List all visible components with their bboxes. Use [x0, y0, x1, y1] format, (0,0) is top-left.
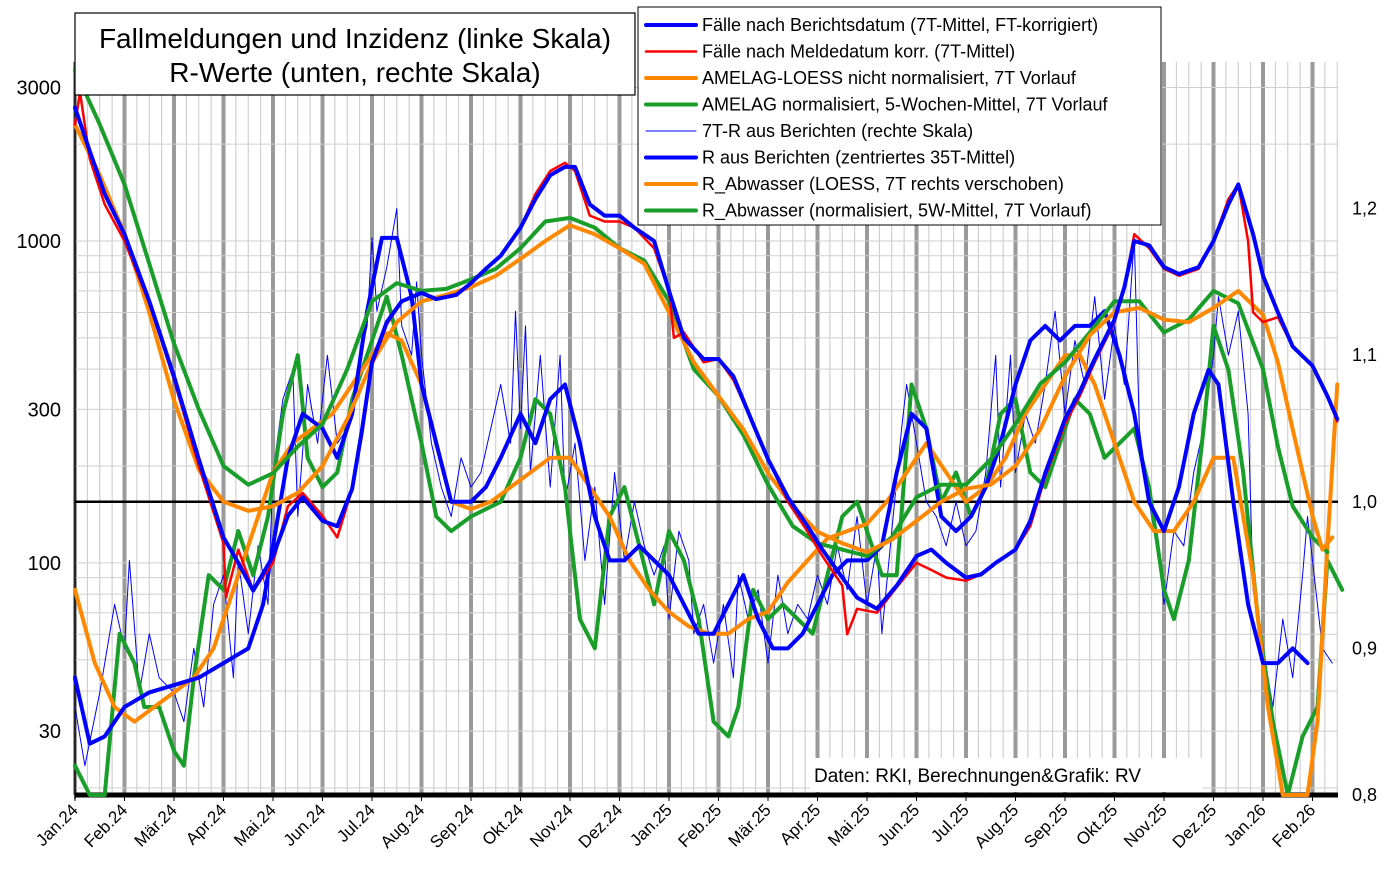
x-tick-label: Feb.24 [80, 800, 131, 851]
x-tick-label: Jan.26 [1220, 800, 1270, 850]
y-left-tick-label: 30 [39, 721, 61, 743]
x-tick-label: Sep.25 [1020, 800, 1072, 852]
chart-title-line-1: Fallmeldungen und Inzidenz (linke Skala) [99, 23, 611, 54]
y-right-tick-label: 0,9 [1352, 638, 1377, 658]
x-tick-label: Dez.24 [575, 800, 627, 852]
x-tick-label: Jul.25 [927, 800, 973, 846]
y-left-tick-label: 1000 [17, 231, 62, 253]
x-tick-label: Okt.24 [478, 800, 527, 849]
y-right-tick-label: 1,1 [1352, 345, 1377, 365]
legend-label-6: R aus Berichten (zentriertes 35T-Mittel) [702, 148, 1015, 168]
source-note: Daten: RKI, Berechnungen&Grafik: RV [810, 758, 1202, 792]
x-tick-label: Dez.25 [1169, 800, 1221, 852]
x-tick-label: Sep.24 [426, 800, 478, 852]
x-tick-label: Jan.24 [32, 800, 82, 850]
y-right-tick-label: 0,8 [1352, 785, 1377, 805]
x-tick-label: Nov.24 [526, 800, 577, 851]
x-tick-label: Aug.25 [971, 800, 1023, 852]
legend-label-4: AMELAG normalisiert, 5-Wochen-Mittel, 7T… [702, 95, 1108, 115]
series-line-3 [73, 122, 1335, 555]
legend-label-3: AMELAG-LOESS nicht normalisiert, 7T Vorl… [702, 68, 1077, 88]
x-tick-label: Feb.25 [674, 800, 725, 851]
y-left-tick-label: 300 [28, 399, 61, 421]
x-tick-label: Mai.25 [824, 800, 874, 850]
y-left-tick-label: 100 [28, 553, 61, 575]
x-tick-label: Mär.25 [725, 800, 775, 850]
legend-label-2: Fälle nach Meldedatum korr. (7T-Mittel) [702, 42, 1015, 62]
chart-title-box: Fallmeldungen und Inzidenz (linke Skala)… [74, 12, 636, 96]
x-tick-label: Apr.24 [182, 800, 230, 848]
chart-legend: Fälle nach Berichtsdatum (7T-Mittel, FT-… [637, 6, 1162, 226]
legend-label-5: 7T-R aus Berichten (rechte Skala) [702, 121, 973, 141]
x-tick-label: Apr.25 [776, 800, 824, 848]
y-left-tick-label: 3000 [17, 77, 62, 99]
x-tick-label: Aug.24 [377, 800, 429, 852]
source-text: Daten: RKI, Berechnungen&Grafik: RV [814, 766, 1141, 787]
series-line-5 [74, 208, 1333, 767]
x-tick-label: Feb.26 [1268, 800, 1319, 851]
x-tick-label: Jul.24 [333, 800, 379, 846]
x-tick-label: Okt.25 [1072, 800, 1121, 849]
x-tick-label: Mai.24 [230, 800, 280, 850]
chart-title-line-2: R-Werte (unten, rechte Skala) [169, 57, 540, 88]
series-line-1 [73, 105, 1340, 611]
series-layer [73, 68, 1345, 797]
legend-label-7: R_Abwasser (LOESS, 7T rechts verschoben) [702, 174, 1064, 195]
y-right-tick-label: 1,0 [1352, 492, 1377, 512]
x-tick-label: Nov.25 [1120, 800, 1171, 851]
y-right-tick-label: 1,2 [1352, 199, 1377, 219]
series-line-7 [73, 331, 1340, 797]
x-tick-label: Jun.25 [874, 800, 924, 850]
legend-label-8: R_Abwasser (normalisiert, 5W-Mittel, 7T … [702, 201, 1091, 222]
x-tick-label: Jun.24 [280, 800, 330, 850]
legend-label-1: Fälle nach Berichtsdatum (7T-Mittel, FT-… [702, 15, 1098, 35]
series-line-6 [73, 235, 1310, 746]
x-tick-label: Jan.25 [626, 800, 676, 850]
x-tick-label: Mär.24 [131, 800, 181, 850]
